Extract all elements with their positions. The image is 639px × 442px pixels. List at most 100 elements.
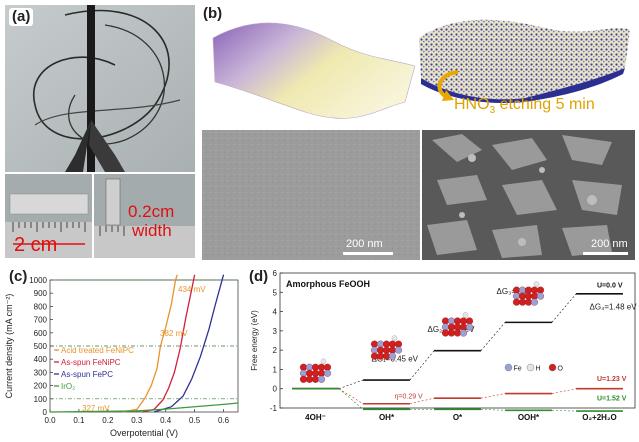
- atom: [370, 346, 379, 354]
- y-tick-label: 800: [34, 302, 48, 311]
- atom: [299, 363, 308, 371]
- atom: [447, 323, 456, 331]
- atom: [311, 363, 320, 371]
- etching-suffix: etching 5 min: [495, 96, 595, 113]
- y-tick-label: 5: [273, 288, 278, 297]
- width-value-label: 0.2cm: [128, 202, 175, 221]
- porous-fiber-illustration: [419, 19, 630, 103]
- connector-1-2: [409, 397, 435, 405]
- u-label-0: U=0.0 V: [597, 282, 623, 289]
- molecular-model-3: [512, 281, 545, 306]
- connector-2-3: [480, 409, 506, 411]
- atom-legend-swatch-2: [548, 363, 557, 372]
- atom: [311, 369, 320, 377]
- atom: [317, 369, 326, 377]
- connector-0-4: [551, 293, 577, 323]
- ruler-image: [5, 174, 92, 258]
- x-axis-label: Overpotential (V): [110, 428, 178, 438]
- atom: [391, 335, 398, 341]
- atom-legend-label-2: O: [558, 366, 564, 373]
- atom: [530, 298, 539, 306]
- y-tick-label: 300: [34, 368, 48, 377]
- atom: [394, 340, 403, 348]
- y-tick-label: -1: [270, 404, 278, 413]
- annotation-434: 434 mV: [178, 285, 206, 294]
- width-image: [94, 174, 195, 258]
- atom: [462, 312, 469, 318]
- atom: [512, 286, 521, 294]
- atom-legend-label-1: H: [536, 366, 541, 373]
- atom-legend-label-0: Fe: [514, 366, 522, 373]
- x-tick-label: 0.5: [189, 416, 201, 425]
- series-line-1: [142, 274, 196, 413]
- panel-c-label: (c): [6, 268, 31, 286]
- u-label-1: U=1.23 V: [597, 376, 627, 383]
- atom: [382, 352, 391, 360]
- scale-bar-right: [583, 252, 628, 255]
- series-line-3: [49, 402, 239, 413]
- atom: [459, 323, 468, 331]
- atom: [453, 329, 462, 337]
- atom: [299, 375, 308, 383]
- atom: [530, 286, 539, 294]
- atom: [441, 329, 450, 337]
- x-category-label: 4OH⁻: [305, 413, 326, 422]
- molecular-model-1: [370, 335, 403, 360]
- atom: [311, 375, 320, 383]
- atom: [512, 292, 521, 300]
- panel-d-label: (d): [246, 268, 272, 286]
- atom: [518, 286, 527, 294]
- x-tick-label: 0.3: [131, 416, 143, 425]
- atom: [453, 317, 462, 325]
- atom: [394, 346, 403, 354]
- panel-b-label: (b): [200, 5, 226, 23]
- y-tick-label: 4: [273, 308, 278, 317]
- atom: [323, 369, 332, 377]
- panel-a-label: (a): [9, 8, 34, 26]
- annotation-327: 327 mV: [82, 404, 110, 413]
- atom: [299, 369, 308, 377]
- atom: [524, 298, 533, 306]
- connector-0-3: [480, 322, 506, 351]
- y-tick-label: 1: [273, 365, 278, 374]
- atom: [453, 323, 462, 331]
- atom-legend-swatch-1: [526, 363, 535, 372]
- atom: [536, 286, 545, 294]
- annotation-382: 382 mV: [160, 329, 188, 338]
- atom: [536, 292, 545, 300]
- free-energy-diagram: 6 5 4 3 2 1 0 -1 Free energy (eV) Amorphous FeOOH…: [250, 269, 637, 422]
- y-tick-label: 500: [34, 342, 48, 351]
- smooth-fiber-illustration: [212, 22, 416, 119]
- fiber-photo: [5, 5, 195, 172]
- atom: [465, 317, 474, 325]
- y-tick-label: 700: [34, 316, 48, 325]
- atom: [518, 292, 527, 300]
- x-tick-label: 0.6: [218, 416, 230, 425]
- molecular-model-0: [299, 358, 332, 383]
- connector-1-1: [338, 388, 364, 405]
- panel-a-photo-ruler-right: [94, 174, 195, 258]
- y-tick-label: 1000: [29, 276, 47, 285]
- atom: [530, 292, 539, 300]
- connector-1-4: [551, 388, 577, 394]
- molecular-model-2: [441, 312, 474, 337]
- y-tick-label: 600: [34, 329, 48, 338]
- x-tick-label: 0.1: [73, 416, 85, 425]
- atom: [533, 281, 540, 287]
- y-tick-label: 200: [34, 382, 48, 391]
- scale-label-right: 200 nm: [591, 238, 628, 250]
- atom: [388, 352, 397, 360]
- atom: [382, 340, 391, 348]
- x-category-label: O₂+2H₂O: [582, 413, 616, 422]
- atom: [305, 375, 314, 383]
- atom: [524, 292, 533, 300]
- atom: [441, 317, 450, 325]
- legend-entry-2: As-spun FePC: [61, 370, 113, 379]
- connector-2-4: [551, 410, 577, 412]
- plot-frame: [279, 272, 636, 409]
- etching-prefix: HNO: [454, 96, 490, 113]
- atom: [518, 298, 527, 306]
- x-category-label: O*: [453, 413, 463, 422]
- x-category-label: OOH*: [518, 413, 540, 422]
- atom: [317, 363, 326, 371]
